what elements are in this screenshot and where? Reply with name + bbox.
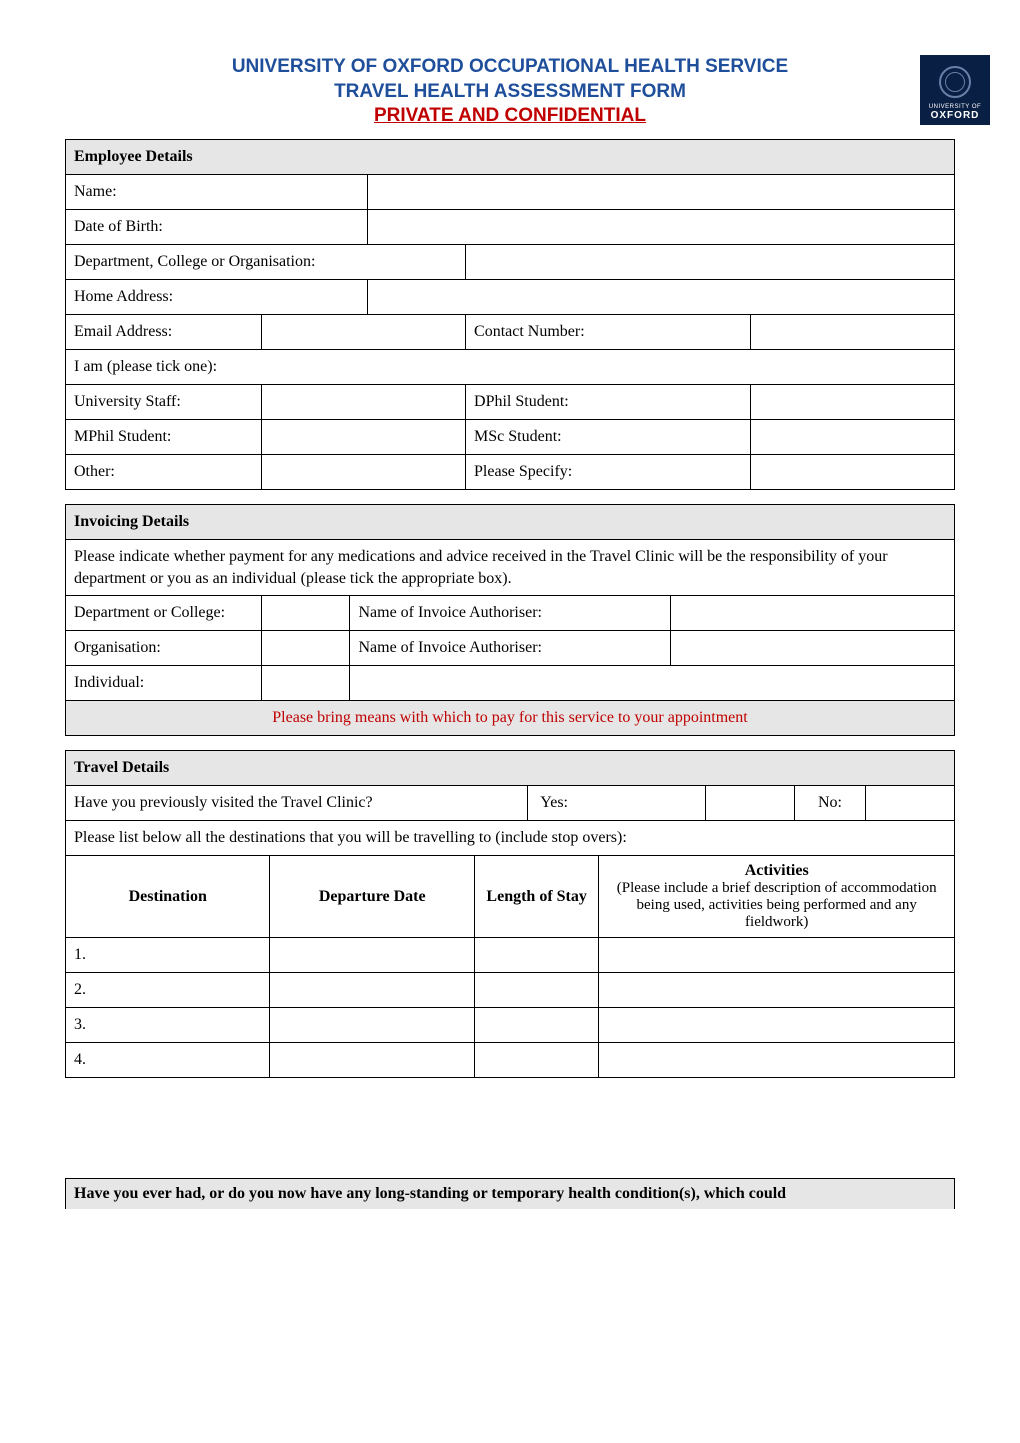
prev-visit-no-label: No:	[794, 786, 865, 821]
inv-org-tick[interactable]	[261, 631, 350, 666]
header-line-2: TRAVEL HEALTH ASSESSMENT FORM	[65, 80, 955, 105]
prev-visit-label: Have you previously visited the Travel C…	[66, 786, 528, 821]
logo-crest-icon	[939, 66, 971, 98]
invoicing-instruction: Please indicate whether payment for any …	[66, 540, 955, 596]
dphil-label: DPhil Student:	[466, 385, 750, 420]
dest-row-1[interactable]: 1.	[66, 938, 270, 973]
other-tick[interactable]	[261, 455, 465, 490]
act-row-4[interactable]	[599, 1043, 955, 1078]
inv-individual-label: Individual:	[66, 666, 262, 701]
prev-visit-no-tick[interactable]	[866, 786, 955, 821]
col-activities: Activities (Please include a brief descr…	[599, 856, 955, 938]
len-row-3[interactable]	[474, 1008, 598, 1043]
logo-text-big: OXFORD	[931, 110, 980, 121]
health-question-table: Have you ever had, or do you now have an…	[65, 1178, 955, 1209]
dep-row-2[interactable]	[270, 973, 474, 1008]
len-row-4[interactable]	[474, 1043, 598, 1078]
travel-list-instruction: Please list below all the destinations t…	[66, 821, 955, 856]
uni-staff-label: University Staff:	[66, 385, 262, 420]
home-addr-field[interactable]	[368, 280, 955, 315]
msc-tick[interactable]	[750, 420, 955, 455]
col-activities-sub: (Please include a brief description of a…	[607, 880, 946, 931]
invoicing-red-note: Please bring means with which to pay for…	[66, 701, 955, 736]
prev-visit-yes-tick[interactable]	[706, 786, 795, 821]
dep-row-3[interactable]	[270, 1008, 474, 1043]
dest-row-4[interactable]: 4.	[66, 1043, 270, 1078]
please-specify-label: Please Specify:	[466, 455, 750, 490]
invoicing-section-title: Invoicing Details	[66, 505, 955, 540]
act-row-2[interactable]	[599, 973, 955, 1008]
home-addr-label: Home Address:	[66, 280, 368, 315]
dob-field[interactable]	[368, 210, 955, 245]
email-label: Email Address:	[66, 315, 262, 350]
inv-authoriser1-label: Name of Invoice Authoriser:	[350, 596, 670, 631]
other-label: Other:	[66, 455, 262, 490]
act-row-1[interactable]	[599, 938, 955, 973]
form-header: UNIVERSITY OF OXFORD OCCUPATIONAL HEALTH…	[65, 55, 955, 129]
col-departure: Departure Date	[270, 856, 474, 938]
dept-field[interactable]	[466, 245, 955, 280]
name-label: Name:	[66, 175, 368, 210]
please-specify-field[interactable]	[750, 455, 955, 490]
dept-label: Department, College or Organisation:	[66, 245, 466, 280]
prev-visit-yes-label: Yes:	[528, 786, 706, 821]
email-field[interactable]	[261, 315, 465, 350]
employee-section-title: Employee Details	[66, 140, 955, 175]
dest-row-2[interactable]: 2.	[66, 973, 270, 1008]
invoicing-table: Invoicing Details Please indicate whethe…	[65, 504, 955, 736]
len-row-2[interactable]	[474, 973, 598, 1008]
msc-label: MSc Student:	[466, 420, 750, 455]
mphil-label: MPhil Student:	[66, 420, 262, 455]
inv-dept-label: Department or College:	[66, 596, 262, 631]
header-line-1: UNIVERSITY OF OXFORD OCCUPATIONAL HEALTH…	[65, 55, 955, 80]
travel-section-title: Travel Details	[66, 751, 955, 786]
contact-label: Contact Number:	[466, 315, 750, 350]
dob-label: Date of Birth:	[66, 210, 368, 245]
dep-row-4[interactable]	[270, 1043, 474, 1078]
inv-blank	[350, 666, 955, 701]
header-line-3: PRIVATE AND CONFIDENTIAL	[65, 104, 955, 129]
inv-authoriser2-label: Name of Invoice Authoriser:	[350, 631, 670, 666]
oxford-logo: UNIVERSITY OF OXFORD	[920, 55, 990, 125]
inv-dept-tick[interactable]	[261, 596, 350, 631]
uni-staff-tick[interactable]	[261, 385, 465, 420]
travel-table: Travel Details Have you previously visit…	[65, 750, 955, 1078]
tick-one-label: I am (please tick one):	[66, 350, 955, 385]
col-length: Length of Stay	[474, 856, 598, 938]
dphil-tick[interactable]	[750, 385, 955, 420]
dest-row-3[interactable]: 3.	[66, 1008, 270, 1043]
contact-field[interactable]	[750, 315, 955, 350]
col-destination: Destination	[66, 856, 270, 938]
len-row-1[interactable]	[474, 938, 598, 973]
act-row-3[interactable]	[599, 1008, 955, 1043]
col-activities-title: Activities	[745, 862, 809, 879]
inv-authoriser1-field[interactable]	[670, 596, 955, 631]
name-field[interactable]	[368, 175, 955, 210]
inv-individual-tick[interactable]	[261, 666, 350, 701]
mphil-tick[interactable]	[261, 420, 465, 455]
employee-details-table: Employee Details Name: Date of Birth: De…	[65, 139, 955, 490]
dep-row-1[interactable]	[270, 938, 474, 973]
health-question: Have you ever had, or do you now have an…	[66, 1179, 955, 1210]
inv-org-label: Organisation:	[66, 631, 262, 666]
inv-authoriser2-field[interactable]	[670, 631, 955, 666]
